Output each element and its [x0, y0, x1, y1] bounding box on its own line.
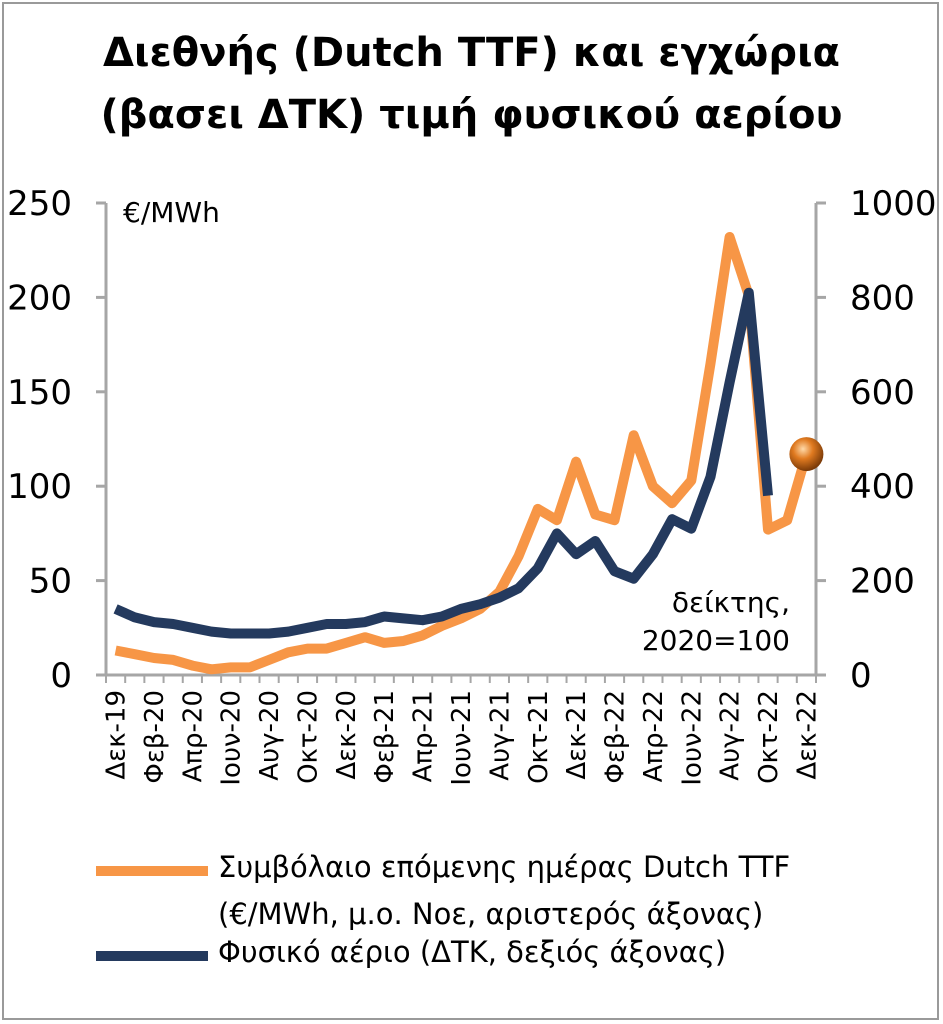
left-tick-label: 250: [7, 184, 72, 224]
left-tick-label: 0: [50, 656, 72, 696]
right-tick-label: 1000: [850, 184, 937, 224]
x-tick-label: Δεκ-20: [332, 690, 362, 780]
series-line-ppi: [113, 287, 773, 639]
right-tick-label: 600: [850, 373, 915, 413]
x-tick-label: Φεβ-20: [140, 690, 170, 784]
x-tick-label: Οκτ-20: [293, 690, 323, 784]
legend-ppi-label: Φυσικό αέριο (ΔΤΚ, δεξιός άξονας): [218, 935, 727, 969]
x-tick-label: Αυγ-22: [716, 690, 746, 781]
left-tick-label: 150: [7, 373, 72, 413]
legend-ttf-label-line-2: (€/MWh, μ.ο. Νοε, αριστερός άξονας): [218, 897, 764, 931]
right-tick-label: 200: [850, 562, 915, 602]
x-tick-label: Φεβ-21: [370, 690, 400, 784]
x-tick-label: Απρ-20: [178, 690, 208, 782]
left-tick-label: 50: [29, 562, 72, 602]
latest-value-marker: [789, 437, 824, 472]
x-tick-label: Απρ-22: [639, 690, 669, 782]
right-tick-label: 800: [850, 278, 915, 318]
x-tick-label: Αυγ-21: [485, 690, 515, 781]
x-tick-label: Οκτ-21: [524, 690, 554, 784]
axis-labels: 0 50 100 150 200 250 0 200 400 600 800 1000 Δεκ-19 Φε…: [7, 184, 937, 961]
left-tick-label: 100: [7, 467, 72, 507]
x-tick-label: Φεβ-22: [601, 690, 631, 784]
x-tick-label: Ιουν-22: [677, 690, 707, 786]
chart-title-line-2: (βασει ΔΤΚ) τιμή φυσικού αερίου: [100, 92, 843, 138]
left-axis-unit-label: €/MWh: [123, 196, 220, 229]
x-tick-label: Δεκ-21: [562, 690, 592, 780]
chart-title-line-1: Διεθνής (Dutch TTF) και εγχώρια: [102, 30, 841, 76]
right-axis-unit-label-line: δείκτης,: [672, 586, 790, 619]
left-tick-label: 200: [7, 278, 72, 318]
series-line-ttf: [114, 232, 812, 675]
x-tick-label: Οκτ-22: [754, 690, 784, 784]
legend-ttf-label-line-1: Συμβόλαιο επόμενης ημέρας Dutch TTF: [218, 850, 791, 884]
axes-group: [96, 201, 826, 683]
right-tick-label: 400: [850, 467, 915, 507]
x-tick-label: Δεκ-22: [792, 690, 822, 780]
x-tick-label: Ιουν-20: [217, 690, 247, 786]
right-tick-label: 0: [850, 656, 872, 696]
x-tick-label: Δεκ-19: [102, 690, 132, 780]
series-lines: [113, 232, 824, 675]
x-tick-label: Απρ-21: [409, 690, 439, 782]
x-tick-label: Ιουν-21: [447, 690, 477, 786]
x-tick-label: Αυγ-20: [255, 690, 285, 781]
right-axis-unit-label-line: 2020=100: [642, 624, 790, 657]
